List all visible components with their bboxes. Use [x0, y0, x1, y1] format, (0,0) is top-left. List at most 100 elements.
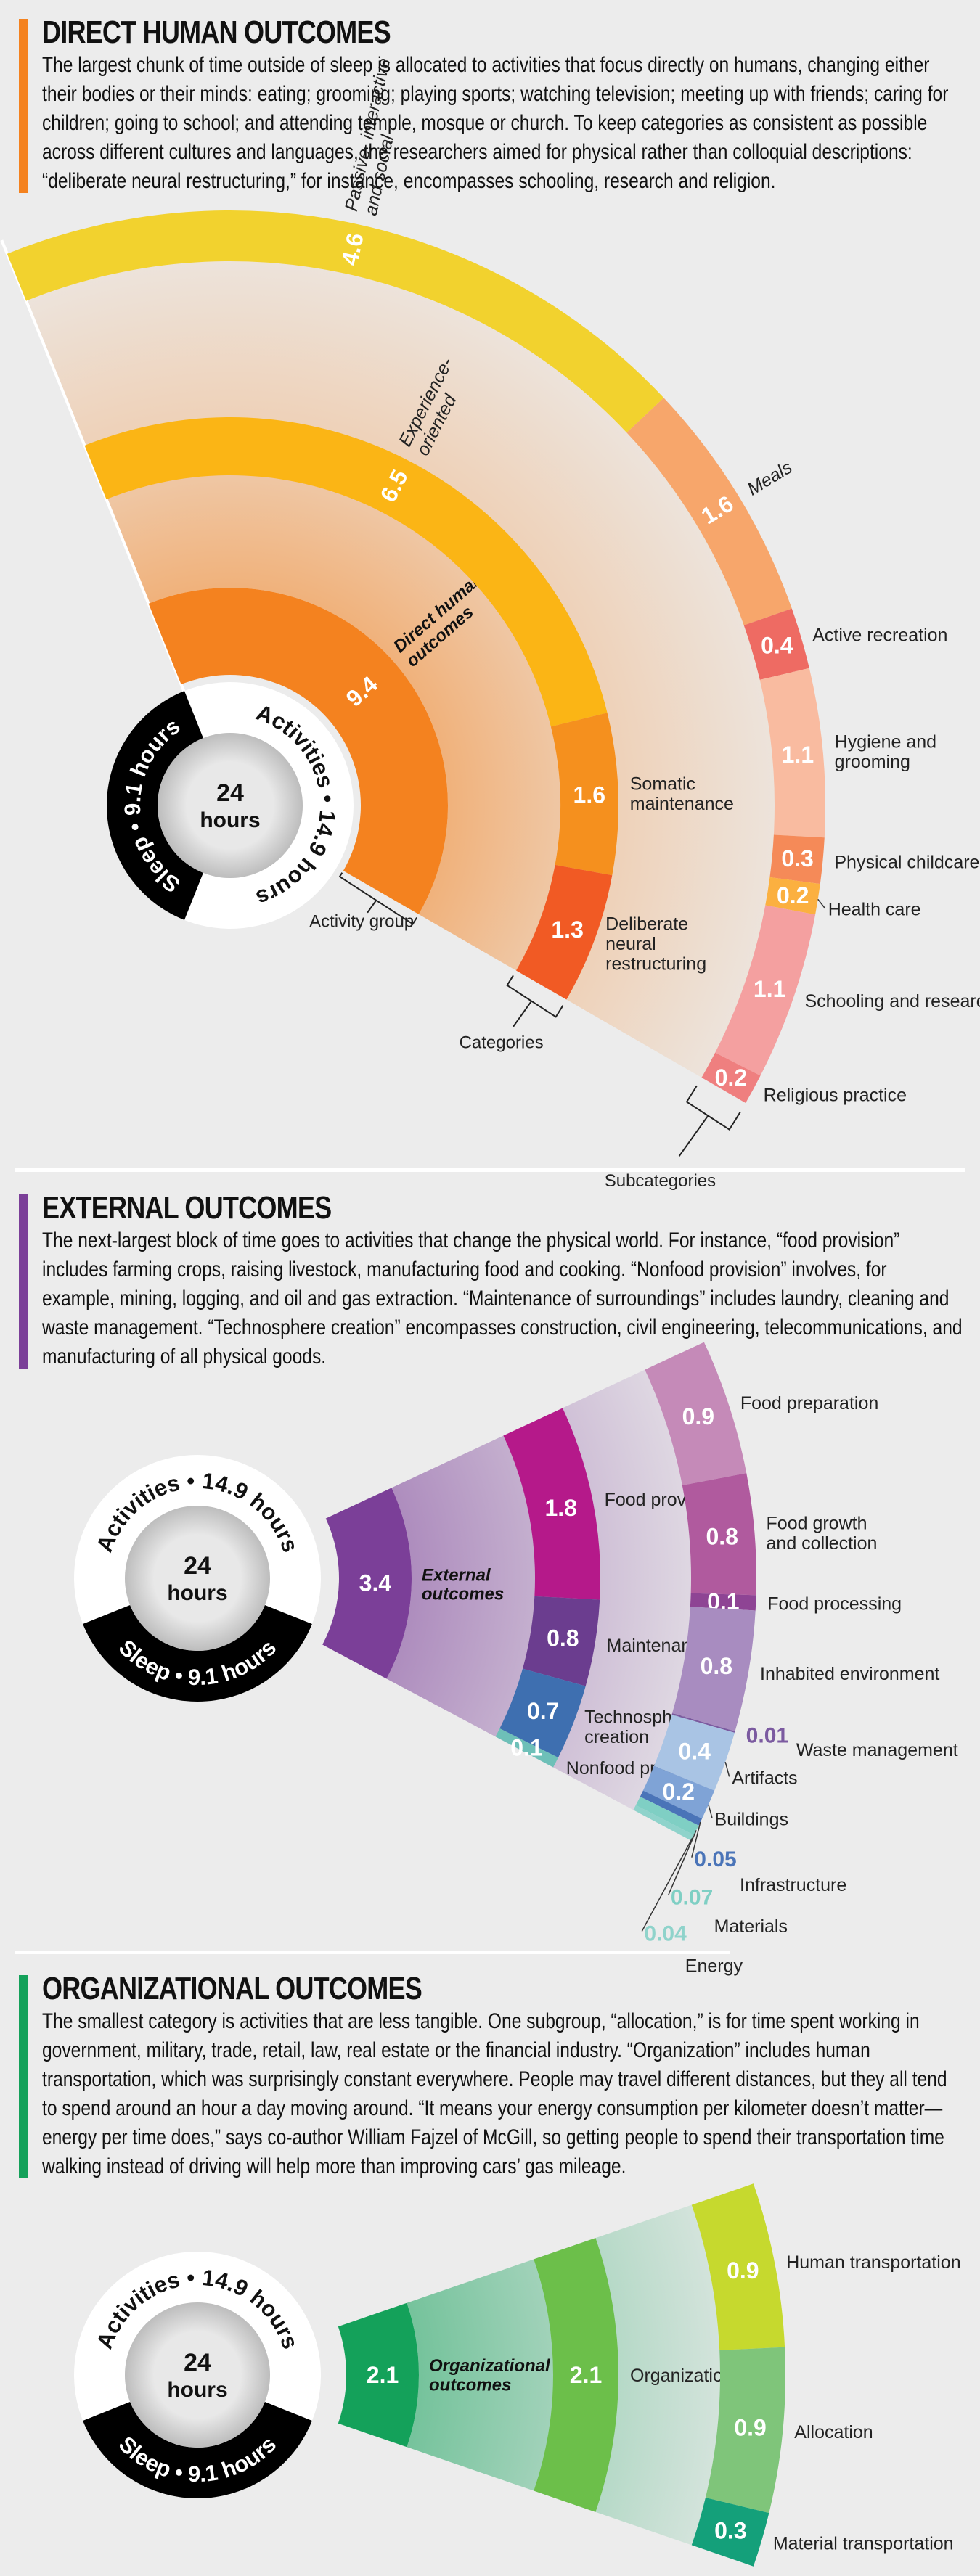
section-accent-bar — [19, 19, 28, 193]
leader-line — [708, 1804, 713, 1818]
bracket — [506, 975, 564, 1018]
label-line: Schooling and research — [804, 991, 980, 1012]
sleep-segment — [83, 1605, 312, 1702]
subcategory-name-label: Waste management — [796, 1740, 958, 1760]
section-external-outcomes: EXTERNAL OUTCOMES The next-largest block… — [19, 1190, 980, 1371]
subcategory-name-group: Physical childcare — [834, 853, 979, 873]
subcategory-value-label: 0.3 — [714, 2518, 746, 2544]
center-circle — [125, 1506, 270, 1651]
subcategory-name-group: Food processing — [767, 1593, 902, 1614]
subcategory-value-label: 0.4 — [761, 632, 793, 658]
label-line: Material transportation — [773, 2533, 954, 2554]
subcategory-name-group: Religious practice — [764, 1086, 907, 1106]
group-value-label: 2.1 — [367, 2362, 399, 2388]
label-line: Food preparation — [740, 1393, 878, 1414]
value-label-group: 0.8 — [701, 1653, 732, 1679]
section-accent-bar — [19, 1975, 28, 2178]
value-label-group: 1.6 — [573, 782, 605, 808]
leader-line — [817, 898, 826, 909]
subcategory-value-label: 0.04 — [644, 1921, 687, 1945]
subcategory-name-group: Active recreation — [812, 625, 947, 646]
subcategory-segment — [690, 1593, 756, 1611]
value-label-group: 0.2 — [663, 1779, 695, 1805]
subcategory-name-group: Material transportation — [773, 2533, 954, 2554]
category-segment — [495, 1728, 558, 1768]
label-line: Somatic — [630, 774, 695, 794]
section-direct-human-outcomes: DIRECT HUMAN OUTCOMES The largest chunk … — [19, 15, 980, 196]
subcategory-name-label: Inhabited environment — [760, 1664, 939, 1684]
category-name-group: Organization — [630, 2366, 733, 2386]
value-label-group: 1.1 — [782, 742, 814, 768]
subcategory-name-group: Hygiene and grooming — [835, 731, 936, 772]
group-value-label: 3.4 — [359, 1570, 392, 1596]
subcategory-name-group: Health care — [828, 900, 921, 920]
label-line: Inhabited environment — [760, 1664, 939, 1684]
subcategory-segment — [642, 1765, 715, 1819]
subcategory-segment — [672, 1607, 756, 1731]
label-line: Artifacts — [732, 1768, 797, 1789]
subcategory-segment — [626, 398, 792, 625]
value-label-group: 0.05 — [694, 1847, 736, 1871]
section-body: The smallest category is activities that… — [42, 2009, 947, 2178]
label-line: outcomes — [429, 2376, 511, 2395]
value-label-group: 0.4 — [678, 1739, 711, 1765]
label-line: Health care — [828, 900, 921, 920]
activities-segment — [184, 682, 354, 929]
subcategory-segment — [633, 1805, 694, 1841]
category-segment — [84, 417, 608, 727]
label-line: outcomes — [422, 1585, 504, 1604]
leader-line — [724, 1761, 730, 1777]
label-line: Organizational — [429, 2356, 551, 2376]
center-unit: hours — [200, 808, 260, 832]
category-segment — [516, 864, 613, 1000]
group-segment — [148, 588, 448, 914]
subcategory-segment — [645, 1342, 747, 1486]
subcategory-name-label: Religious practice — [764, 1086, 907, 1106]
annotation-label: Subcategories — [605, 1171, 716, 1191]
category-value-label: 0.8 — [547, 1625, 579, 1652]
value-label-group: 0.9 — [727, 2257, 759, 2284]
label-line: Active recreation — [812, 625, 947, 646]
label-line: Waste management — [796, 1740, 958, 1760]
subcategory-value-label: 0.05 — [694, 1847, 736, 1871]
value-label-group: 0.3 — [781, 845, 813, 871]
subcategory-name-group: Food preparation — [740, 1393, 878, 1414]
subcategory-segment — [653, 1714, 735, 1791]
subcategory-name-group: Inhabited environment — [760, 1664, 939, 1684]
subcategory-value-label: 0.9 — [727, 2257, 759, 2284]
subcategory-segment — [635, 1796, 699, 1836]
label-line: Physical childcare — [834, 853, 979, 873]
subcategory-value-label: 0.8 — [706, 1524, 738, 1550]
category-segment — [550, 713, 618, 876]
value-label-group: 0.8 — [706, 1524, 738, 1550]
group-name-group: Organizational outcomes — [429, 2356, 551, 2395]
subcategory-name-group: Buildings — [715, 1810, 788, 1830]
value-label-group: 3.4 — [359, 1570, 392, 1596]
subcategory-name-label: Schooling and research — [804, 991, 980, 1012]
subcategory-value-label: 0.2 — [715, 1065, 747, 1091]
subcategory-name-label: Buildings — [715, 1810, 788, 1830]
subcategory-value-label: 0.3 — [781, 845, 813, 871]
subcategory-segment — [7, 210, 664, 433]
value-label-group: 0.2 — [715, 1065, 747, 1091]
section-organizational-outcomes: ORGANIZATIONAL OUTCOMES The smallest cat… — [19, 1971, 980, 2181]
subcategory-segment — [759, 668, 825, 838]
center-number: 24 — [184, 2349, 211, 2376]
subcategory-segment — [691, 2183, 785, 2350]
value-label-group: 0.7 — [527, 1698, 559, 1724]
subcategory-name-label: Artifacts — [732, 1768, 797, 1789]
value-label-group: 0.9 — [682, 1403, 714, 1429]
subcategory-value-label: 1.1 — [782, 742, 814, 768]
value-label-group: 2.1 — [570, 2362, 602, 2388]
label-line: Energy — [685, 1956, 743, 1977]
category-value-label: 0.1 — [510, 1734, 542, 1760]
value-label-group: 0.4 — [761, 632, 793, 658]
category-value-label: 1.3 — [551, 916, 583, 943]
center-circle — [158, 733, 303, 878]
section-divider — [15, 1168, 965, 1172]
category-segment — [534, 2238, 618, 2512]
subcategory-name-label: Meals — [744, 457, 796, 500]
subcategory-name-label: Infrastructure — [740, 1875, 846, 1895]
label-line: neural — [605, 934, 656, 954]
